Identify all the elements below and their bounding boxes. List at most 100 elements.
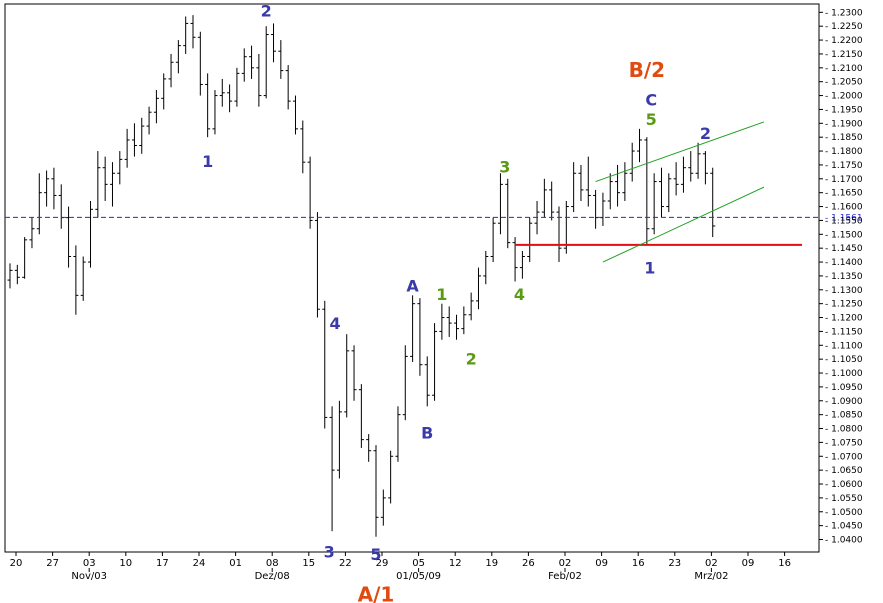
y-tick-label: - 1.2050 <box>825 78 863 88</box>
x-tick-label: 08 <box>266 558 279 569</box>
month-label: Nov/03 <box>71 571 107 582</box>
ohlc-bar <box>205 73 211 138</box>
x-tick-label: 16 <box>778 558 791 569</box>
ohlc-bar <box>483 250 489 285</box>
x-tick-label: 19 <box>485 558 498 569</box>
ohlc-bar <box>329 406 335 532</box>
ohlc-bar <box>227 84 233 113</box>
y-tick-label: - 1.1200 <box>825 314 863 324</box>
y-tick-label: - 1.1550 <box>825 216 863 226</box>
y-tick-label: - 1.1000 <box>825 369 863 379</box>
ohlc-bar <box>22 237 28 279</box>
ohlc-bar <box>454 314 460 340</box>
wave-label: 4 <box>329 314 340 333</box>
ohlc-bar <box>439 303 445 340</box>
ohlc-bar <box>395 406 401 462</box>
y-tick-label: - 1.0950 <box>825 383 863 393</box>
y-tick-label: - 1.1350 <box>825 272 863 282</box>
ohlc-bar <box>344 334 350 418</box>
y-tick-label: - 1.1050 <box>825 355 863 365</box>
price-bars <box>7 15 716 537</box>
wave-label: B <box>421 424 433 443</box>
ohlc-bar <box>14 264 20 285</box>
y-tick-label: - 1.1500 <box>825 230 863 240</box>
x-tick-label: 24 <box>193 558 206 569</box>
ohlc-bar <box>278 40 284 79</box>
plot-frame <box>4 3 820 553</box>
ohlc-bar <box>388 450 394 504</box>
y-tick-label: - 1.2100 <box>825 64 863 74</box>
ohlc-bar <box>622 162 628 202</box>
wave-label: 3 <box>324 542 335 561</box>
y-tick-label: - 1.1800 <box>825 147 863 157</box>
ohlc-bar <box>234 67 240 107</box>
ohlc-bar <box>702 151 708 185</box>
ohlc-bar <box>29 217 35 249</box>
ohlc-bar <box>468 292 474 321</box>
ohlc-bar <box>219 78 225 107</box>
ohlc-bar <box>366 434 372 462</box>
ohlc-bar <box>322 300 328 429</box>
ohlc-bar <box>571 162 577 213</box>
ohlc-bar <box>300 120 306 174</box>
x-tick-label: 09 <box>595 558 608 569</box>
y-tick-label: - 1.0500 <box>825 508 863 518</box>
y-tick-label: - 1.1750 <box>825 161 863 171</box>
x-tick-label: 20 <box>10 558 23 569</box>
ohlc-bar <box>637 128 643 163</box>
ohlc-bar <box>44 170 50 207</box>
ohlc-bar <box>527 217 533 263</box>
y-tick-label: - 1.0750 <box>825 438 863 448</box>
x-tick-label: 17 <box>156 558 169 569</box>
y-tick-label: - 1.1400 <box>825 258 863 268</box>
x-tick-label: 10 <box>119 558 132 569</box>
ohlc-bar <box>285 65 291 110</box>
x-tick-label: 02 <box>705 558 718 569</box>
wave-label: 2 <box>466 349 477 368</box>
wave-label: 3 <box>499 157 510 176</box>
ohlc-bar <box>66 206 72 268</box>
ohlc-bar <box>680 156 686 193</box>
ohlc-bar <box>556 206 562 263</box>
ohlc-bar <box>410 295 416 362</box>
y-tick-label: - 1.1450 <box>825 244 863 254</box>
y-tick-label: - 1.0800 <box>825 425 863 435</box>
ohlc-bar <box>695 142 701 179</box>
ohlc-bar <box>432 323 438 401</box>
x-tick-label: 15 <box>302 558 315 569</box>
wave-label: 5 <box>646 110 657 129</box>
wave-label: B/2 <box>629 58 665 82</box>
y-tick-label: - 1.2300 <box>825 8 863 18</box>
y-tick-label: - 1.2150 <box>825 50 863 60</box>
ohlc-bar <box>475 267 481 310</box>
y-axis: - 1.0400 - 1.0450 - 1.0500 - 1.0550 - 1.0600… <box>819 8 863 546</box>
y-tick-label: - 1.0850 <box>825 411 863 421</box>
ohlc-bar <box>197 31 203 96</box>
wave-label: 2 <box>261 1 272 20</box>
ohlc-bar <box>249 45 255 79</box>
ohlc-bar <box>117 151 123 185</box>
ohlc-bar <box>549 181 555 221</box>
ohlc-bar <box>658 167 664 218</box>
ohlc-bar <box>446 306 452 337</box>
ohlc-bar <box>256 53 262 107</box>
ohlc-bar <box>7 263 13 289</box>
wave-label: 4 <box>514 285 525 304</box>
ohlc-bar <box>175 40 181 74</box>
ohlc-bar <box>263 26 269 99</box>
ohlc-bar <box>351 345 357 401</box>
y-tick-label: - 1.1650 <box>825 189 863 199</box>
ohlc-bar <box>497 173 503 235</box>
channel-line <box>595 121 765 183</box>
ohlc-bar <box>710 167 716 238</box>
ohlc-bar <box>95 151 101 218</box>
ohlc-bar <box>51 167 57 210</box>
wave-label: 5 <box>370 545 381 564</box>
ohlc-bar <box>314 212 320 318</box>
y-tick-label: - 1.2250 <box>825 22 863 32</box>
ohlc-bar <box>139 117 145 154</box>
y-tick-label: - 1.0550 <box>825 494 863 504</box>
wave-label: 1 <box>644 259 655 278</box>
